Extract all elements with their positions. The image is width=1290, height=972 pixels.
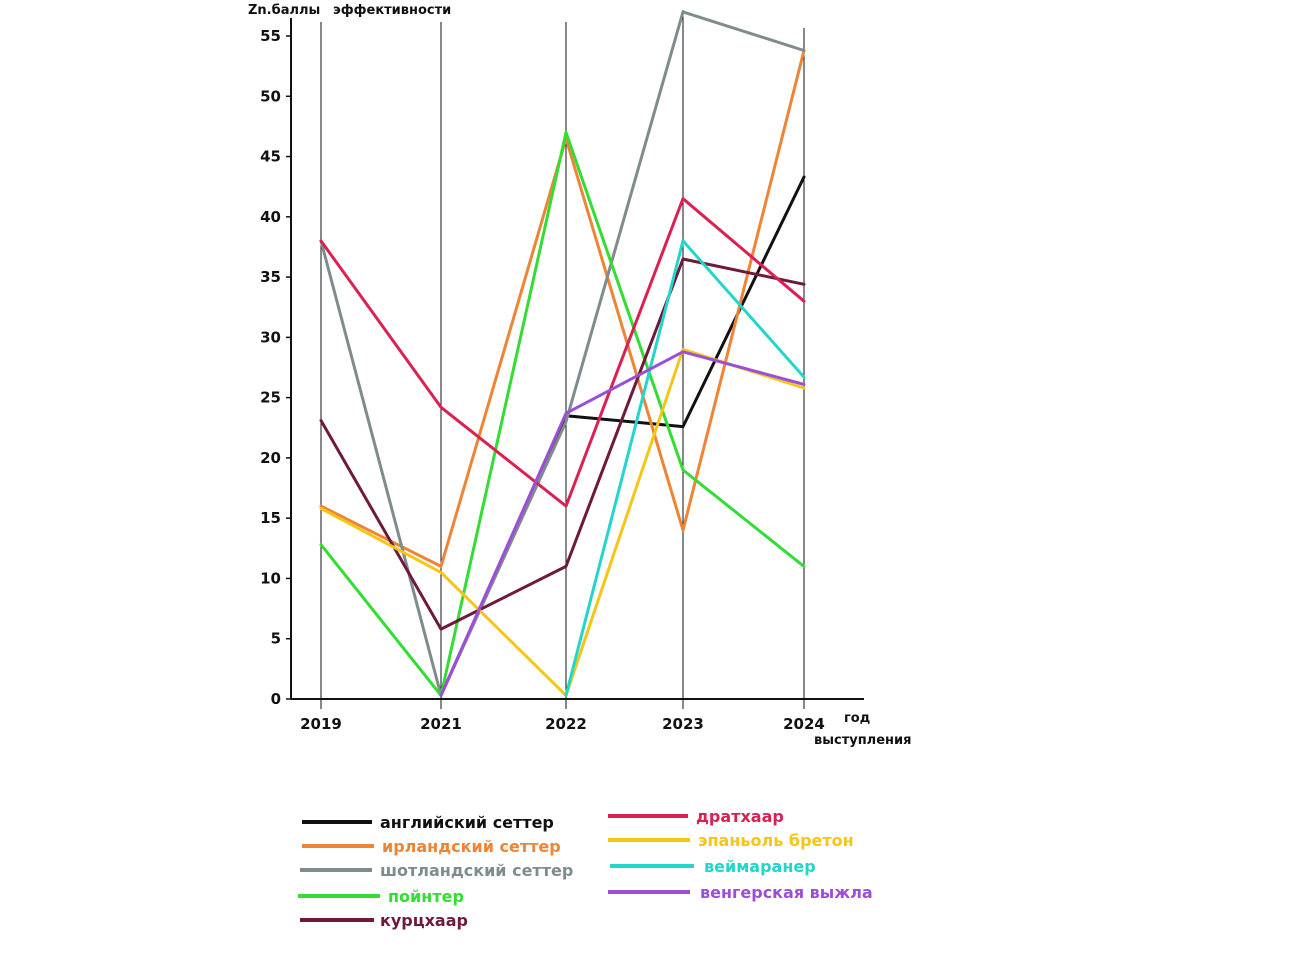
series-layer (319, 10, 806, 697)
legend-label: английский сеттер (380, 813, 554, 832)
y-tick-label: 0 (271, 690, 281, 708)
x-tick-label: 2024 (783, 715, 825, 733)
legend-label: веймаранер (704, 857, 816, 876)
legend-label: венгерская выжла (700, 883, 873, 902)
x-tick-label: 2023 (662, 715, 704, 733)
y-tick-label: 10 (260, 569, 281, 587)
series-line-8 (439, 350, 806, 697)
y-axis-title-part1: Zn.баллы (248, 3, 320, 18)
x-axis-title-part2: выступления (814, 733, 911, 748)
legend-label: ирландский сеттер (382, 837, 561, 856)
y-tick-label: 25 (260, 389, 281, 407)
legend-label: дратхаар (696, 807, 784, 826)
y-tick-label: 45 (260, 148, 281, 166)
y-axis-title-part2: эффективности (333, 3, 451, 18)
series-line-3 (319, 130, 806, 697)
y-tick-label: 30 (260, 328, 281, 346)
y-tick-labels: 0 5 10 15 20 25 30 35 40 45 50 55 (260, 27, 291, 708)
y-tick-label: 20 (260, 449, 281, 467)
y-tick-label: 55 (260, 27, 281, 45)
y-tick-label: 40 (260, 208, 281, 226)
legend-label: пойнтер (388, 887, 464, 906)
legend-label: курцхаар (380, 911, 468, 930)
legend: английский сеттер ирландский сеттер шотлан… (298, 807, 873, 930)
x-tick-label: 2019 (300, 715, 342, 733)
series-line-1 (319, 49, 806, 568)
legend-label: эпаньоль бретон (698, 831, 854, 850)
x-tick-label: 2022 (545, 715, 587, 733)
series-line-4 (319, 257, 806, 631)
grid-lines (320, 10, 805, 709)
y-tick-label: 50 (260, 87, 281, 105)
axes (290, 18, 864, 700)
series-line-2 (319, 10, 806, 697)
x-tick-label: 2021 (420, 715, 462, 733)
x-tick-labels: 2019 2021 2022 2023 2024 (300, 715, 825, 733)
x-axis-title-part1: год (844, 711, 870, 726)
y-tick-label: 5 (271, 630, 281, 648)
series-line-7 (564, 239, 806, 697)
y-tick-label: 35 (260, 268, 281, 286)
legend-label: шотландский сеттер (380, 861, 573, 880)
series-line-5 (319, 197, 806, 508)
y-tick-label: 15 (260, 509, 281, 527)
series-line-6 (319, 347, 806, 697)
